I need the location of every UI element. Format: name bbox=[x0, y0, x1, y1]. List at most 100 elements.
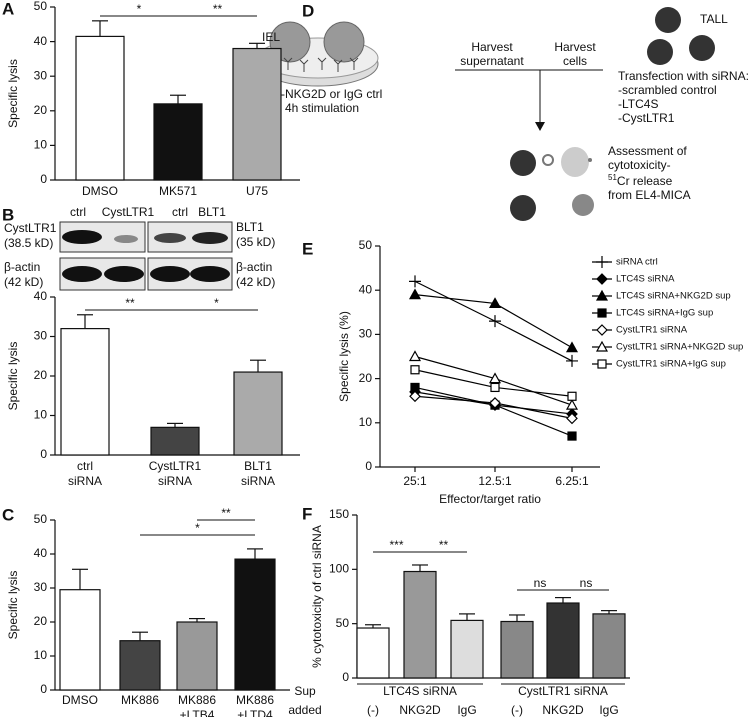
marker bbox=[409, 275, 421, 288]
marker bbox=[597, 308, 607, 318]
diagram-label: cells bbox=[563, 54, 587, 68]
y-axis-label: Specific lysis bbox=[6, 59, 20, 128]
y-tick-label: 40 bbox=[34, 289, 48, 303]
bar bbox=[500, 620, 534, 679]
x-tick-label: NKG2D bbox=[399, 703, 441, 717]
group-title: Sup bbox=[294, 684, 316, 698]
y-axis-label: % cytotoxicity of ctrl siRNA bbox=[310, 525, 324, 668]
y-tick-label: 50 bbox=[34, 0, 48, 13]
diagram-label: Assessment of bbox=[608, 144, 687, 158]
y-tick-label: 50 bbox=[359, 238, 373, 252]
y-tick-label: 10 bbox=[34, 408, 48, 422]
significance-label: ** bbox=[221, 506, 231, 520]
blot-label: β-actin bbox=[236, 260, 272, 274]
blot-label: CystLTR1 bbox=[4, 221, 57, 235]
y-axis-label: Specific lysis bbox=[6, 342, 20, 411]
lane-label: BLT1 bbox=[198, 205, 226, 219]
panel-letter: E bbox=[302, 239, 313, 258]
bar bbox=[234, 558, 276, 691]
bar bbox=[232, 47, 282, 181]
bar bbox=[75, 35, 125, 181]
panel-letter: A bbox=[2, 0, 14, 18]
marker bbox=[488, 372, 502, 384]
diagram-label: -CystLTR1 bbox=[618, 111, 675, 125]
bar bbox=[546, 602, 580, 679]
legend-label: LTC4S siRNA bbox=[616, 274, 675, 285]
y-tick-label: 150 bbox=[329, 507, 349, 521]
y-tick-label: 50 bbox=[336, 616, 350, 630]
x-tick-label: 12.5:1 bbox=[478, 474, 512, 488]
panel-letter: D bbox=[302, 1, 314, 20]
lane-label: ctrl bbox=[70, 205, 86, 219]
blot: ctrl CystLTR1 ctrl BLT1 CystLTR1 (38.5 k… bbox=[4, 205, 275, 291]
diagram-label: Harvest bbox=[554, 40, 596, 54]
significance-label: ** bbox=[213, 2, 223, 16]
marker bbox=[595, 289, 609, 301]
x-tick-label: U75 bbox=[246, 184, 268, 198]
bar bbox=[150, 426, 200, 456]
marker bbox=[597, 359, 607, 369]
legend-label: CystLTR1 siRNA+IgG sup bbox=[616, 359, 726, 370]
release: Cr release bbox=[617, 174, 673, 188]
bar bbox=[119, 640, 161, 691]
group-label: CystLTR1 siRNA bbox=[518, 684, 608, 698]
y-tick-label: 0 bbox=[40, 682, 47, 696]
y-axis-label: Specific lysis (%) bbox=[337, 311, 351, 402]
marker bbox=[566, 412, 578, 425]
x-tick-label: BLT1 bbox=[244, 459, 272, 473]
marker bbox=[595, 340, 609, 352]
marker bbox=[596, 273, 608, 285]
marker bbox=[409, 390, 421, 403]
y-tick-label: 0 bbox=[365, 459, 372, 473]
marker bbox=[565, 398, 579, 410]
x-tick-label: IgG bbox=[599, 703, 618, 717]
diagram-label: TALL bbox=[700, 12, 728, 26]
y-tick-label: 10 bbox=[359, 415, 373, 429]
y-tick-label: 100 bbox=[329, 562, 349, 576]
diagram-label: 4h stimulation bbox=[285, 101, 359, 115]
x-tick-label: siRNA bbox=[241, 474, 275, 488]
x-axis-label: Effector/target ratio bbox=[439, 492, 541, 506]
y-tick-label: 40 bbox=[359, 282, 373, 296]
marker bbox=[488, 297, 502, 309]
diagram-label: -scrambled control bbox=[618, 83, 717, 97]
y-tick-label: 30 bbox=[34, 580, 48, 594]
marker bbox=[567, 431, 577, 441]
blot-label: β-actin bbox=[4, 260, 40, 274]
diagram-label: IEL bbox=[262, 30, 280, 44]
x-tick-label: (-) bbox=[511, 703, 523, 717]
legend-label: LTC4S siRNA+NKG2D sup bbox=[616, 291, 731, 302]
legend-label: CystLTR1 siRNA bbox=[616, 325, 688, 336]
bar bbox=[592, 613, 626, 679]
significance-label: ns bbox=[580, 576, 593, 590]
x-tick-label: MK886 bbox=[178, 693, 216, 707]
panel-letter: C bbox=[2, 505, 14, 524]
y-tick-label: 50 bbox=[34, 512, 48, 526]
bar bbox=[176, 621, 218, 691]
x-tick-label: MK886 bbox=[236, 693, 274, 707]
bar bbox=[59, 589, 101, 691]
y-tick-label: 10 bbox=[34, 648, 48, 662]
y-tick-label: 20 bbox=[34, 614, 48, 628]
y-tick-label: 20 bbox=[359, 371, 373, 385]
diagram-label: Harvest bbox=[471, 40, 513, 54]
marker bbox=[410, 365, 420, 375]
diagram-label: 51Cr release bbox=[608, 173, 673, 188]
bar bbox=[60, 328, 110, 456]
y-tick-label: 0 bbox=[40, 447, 47, 461]
panel-letter: B bbox=[2, 205, 14, 224]
y-tick-label: 20 bbox=[34, 368, 48, 382]
y-tick-label: 10 bbox=[34, 138, 48, 152]
marker bbox=[566, 354, 578, 367]
x-tick-label: siRNA bbox=[68, 474, 102, 488]
blot-label: (42 kD) bbox=[4, 275, 43, 289]
blot-label: (35 kD) bbox=[236, 235, 275, 249]
x-tick-label: 25:1 bbox=[403, 474, 427, 488]
diagram-label: -LTC4S bbox=[618, 97, 658, 111]
significance-label: ** bbox=[439, 538, 449, 552]
marker bbox=[408, 288, 422, 300]
marker bbox=[489, 315, 501, 328]
x-tick-label: DMSO bbox=[82, 184, 118, 198]
x-tick-label: +LTB4 bbox=[180, 708, 215, 717]
